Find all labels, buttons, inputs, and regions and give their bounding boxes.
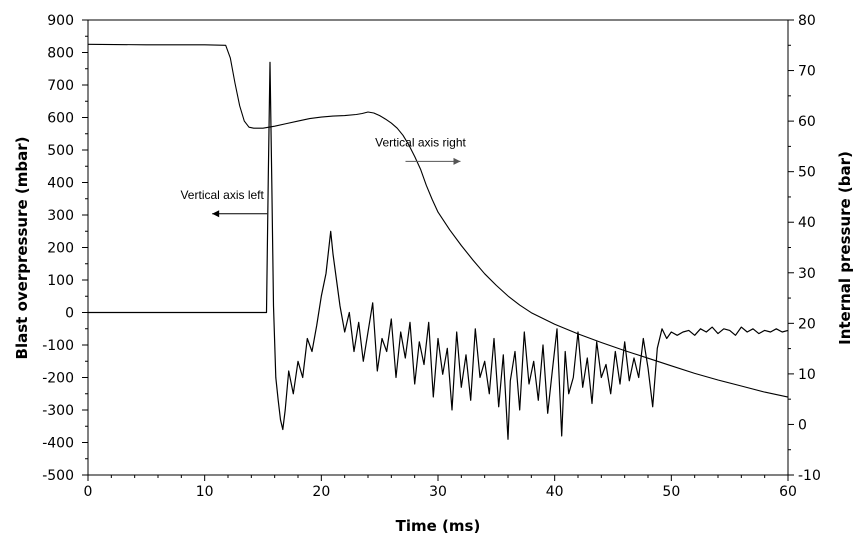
annotations: Vertical axis left Vertical axis right: [180, 135, 467, 218]
y-right-tick-label: 30: [798, 266, 816, 282]
x-axis-title: Time (ms): [396, 517, 481, 535]
y-left-tick-label: 700: [47, 78, 74, 94]
x-tick-label: 60: [779, 484, 797, 500]
ticks-layer: [82, 19, 794, 481]
y-left-tick-label: 600: [47, 111, 74, 127]
series-internal-pressure: [87, 43, 789, 398]
y-right-tick-label: 80: [798, 13, 816, 29]
y-left-tick-label: 900: [47, 13, 74, 29]
y-left-tick-label: 0: [65, 306, 74, 322]
annotation-right-arrowhead: [453, 157, 461, 165]
y-left-tick-label: 800: [47, 46, 74, 62]
annotation-right-label: Vertical axis right: [375, 135, 466, 149]
y-right-tick-label: 0: [798, 417, 807, 433]
lines-layer: [87, 43, 789, 440]
y-left-tick-label: -400: [42, 436, 74, 452]
y-left-axis-title: Blast overpressure (mbar): [13, 137, 31, 360]
plot-area: [87, 19, 789, 476]
y-left-tick-label: 500: [47, 143, 74, 159]
y-left-tick-label: 200: [47, 241, 74, 257]
y-right-tick-label: 20: [798, 316, 816, 332]
x-tick-label: 20: [312, 484, 330, 500]
x-tick-label: 30: [429, 484, 447, 500]
annotation-left-label: Vertical axis left: [180, 188, 264, 202]
y-left-tick-label: -300: [42, 403, 74, 419]
y-right-axis-title: Internal pressure (bar): [836, 151, 854, 345]
y-left-tick-label: -500: [42, 468, 74, 484]
y-right-tick-label: 50: [798, 165, 816, 181]
y-left-tick-label: -200: [42, 371, 74, 387]
y-right-tick-label: 40: [798, 215, 816, 231]
annotation-left-arrowhead: [212, 210, 220, 218]
y-left-tick-label: 100: [47, 273, 74, 289]
x-tick-label: 0: [84, 484, 93, 500]
y-left-tick-label: -100: [42, 338, 74, 354]
y-left-tick-label: 400: [47, 176, 74, 192]
x-tick-label: 40: [546, 484, 564, 500]
y-left-tick-label: 300: [47, 208, 74, 224]
x-tick-label: 10: [196, 484, 214, 500]
y-right-tick-label: 70: [798, 64, 816, 80]
y-right-tick-label: 60: [798, 114, 816, 130]
y-right-tick-label: -10: [798, 468, 821, 484]
y-right-tick-label: 10: [798, 367, 816, 383]
tick-labels: 0 10 20 30 40 50 60900800700600500400300200100…: [42, 13, 821, 500]
series-blast-overpressure: [88, 61, 789, 440]
x-tick-label: 50: [662, 484, 680, 500]
